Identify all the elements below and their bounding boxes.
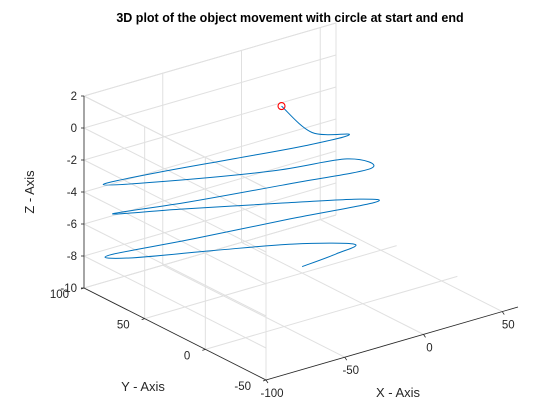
grid-line-side-z [83,223,267,317]
x-axis-line [265,306,519,381]
grid-line-side-z [83,127,267,221]
z-tick-label: 2 [71,91,77,103]
x-tick-mark [501,311,505,315]
trajectory-series [102,105,380,268]
chart-title: 3D plot of the object movement with circ… [116,11,463,25]
y-axis-label: Y - Axis [121,379,165,394]
z-tick-label: 0 [71,123,77,135]
y-tick-mark [202,348,206,351]
x-tick-label: -100 [260,388,283,400]
z-tick-label: -2 [67,155,77,167]
grid-line-floor-y [144,245,397,320]
grid-line-back-z [83,118,337,193]
grid-line-side-z [83,255,267,349]
grid-line-floor-x [320,219,503,313]
z-tick-label: -8 [67,251,77,263]
z-tick-label: -10 [60,283,77,295]
grid-line-side-z [83,191,267,285]
start-circle-marker [277,102,286,111]
x-tick-label: 50 [502,320,515,332]
grid-line-back-z [83,150,337,225]
tick-labels: -100 -50 0 50 -50 0 50 100 2 0 -2 -4 -6 -8 -10 [50,91,515,400]
z-axis-label: Z - Axis [22,170,37,214]
y-tick-mark [262,379,267,382]
grid-line-floor-x [241,241,424,335]
z-tick-label: -4 [67,187,78,199]
y-tick-label: 50 [117,320,130,332]
grid-line-floor-y [205,275,458,350]
axes-box [80,95,519,384]
grid-line-back-z [83,214,337,289]
y-tick-label: -50 [234,381,251,393]
box-edge [83,22,337,97]
x-axis-label: X - Axis [376,385,421,400]
grid-line-side-z [83,159,267,253]
x-tick-label: -50 [342,365,359,377]
x-tick-mark [265,379,269,384]
x-tick-mark [423,334,426,338]
y-tick-label: 100 [50,289,69,301]
y-tick-mark [141,318,145,321]
grid-line-back-z [83,86,337,161]
x-tick-mark [344,356,348,361]
start-end-markers [277,102,286,111]
trajectory-line [102,105,380,268]
z-tick-label: -6 [67,219,77,231]
grid-line-floor-x [162,264,345,358]
x-tick-label: 0 [426,342,432,354]
grid-line-back-z [83,182,337,257]
y-axis-line [83,287,267,381]
y-tick-label: 0 [184,350,190,362]
grid-line-back-z [83,54,337,129]
box-edge [83,95,267,189]
